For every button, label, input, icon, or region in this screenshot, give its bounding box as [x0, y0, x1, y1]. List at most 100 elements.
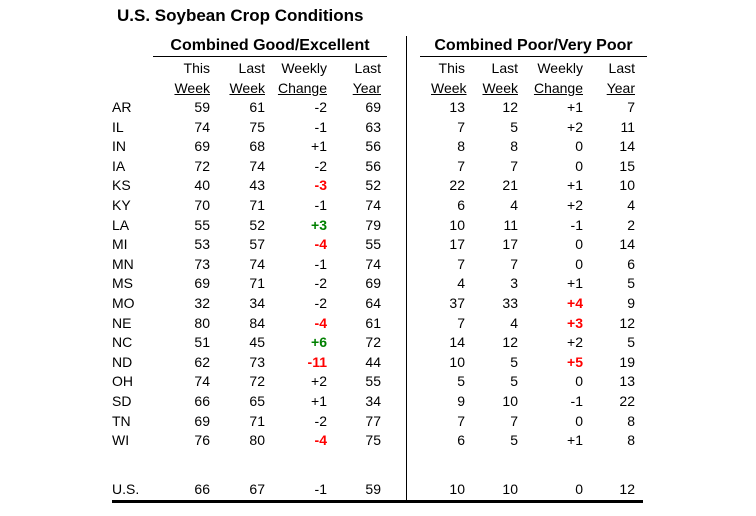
- pp-this-week-value: 10: [449, 216, 465, 233]
- ge-last-week-value: 71: [249, 275, 265, 292]
- pp-weekly-change-value: +4: [567, 294, 583, 311]
- pp-this-week-value: 10: [449, 480, 465, 497]
- pp-weekly-change-value: 0: [575, 412, 583, 429]
- pp-last-year-value: 13: [619, 373, 635, 390]
- pp-last-week-value: 5: [510, 373, 518, 390]
- pp-last-year-value: 5: [627, 275, 635, 292]
- pp-this-week-value: 7: [457, 255, 465, 272]
- section-header-poor-very-poor: Combined Poor/Very Poor: [420, 35, 647, 57]
- ge-this-week-value: 69: [194, 138, 210, 155]
- ge-last-week-value: 73: [249, 353, 265, 370]
- ge-col-header-weekly: Weekly: [281, 60, 327, 76]
- ge-weekly-change-value: +2: [311, 373, 327, 390]
- pp-last-year-value: 5: [627, 334, 635, 351]
- ge-col-header-this-week: Week: [174, 80, 210, 96]
- pp-this-week-value: 6: [457, 196, 465, 213]
- pp-last-week-value: 5: [510, 353, 518, 370]
- ge-last-week-value: 45: [249, 334, 265, 351]
- ge-last-week-value: 71: [249, 412, 265, 429]
- pp-weekly-change-value: +2: [567, 196, 583, 213]
- table-spacer-row: [112, 451, 635, 480]
- pp-this-week-value: 6: [457, 432, 465, 449]
- table-bottom-border: [112, 500, 643, 503]
- pp-last-year-value: 14: [619, 138, 635, 155]
- ge-weekly-change-value: -4: [314, 314, 327, 331]
- ge-last-week-value: 68: [249, 138, 265, 155]
- ge-weekly-change-value: -2: [314, 412, 327, 429]
- column-gap: [381, 235, 431, 255]
- pp-last-year-value: 12: [619, 480, 635, 497]
- pp-this-week-value: 7: [457, 412, 465, 429]
- ge-last-week-value: 65: [249, 392, 265, 409]
- pp-col-header-this-week: Week: [431, 80, 467, 96]
- pp-last-week-value: 10: [502, 392, 518, 409]
- state-label: NE: [112, 314, 132, 331]
- ge-weekly-change-value: -1: [314, 480, 327, 497]
- ge-this-week-value: 72: [194, 157, 210, 174]
- pp-last-week-value: 5: [510, 432, 518, 449]
- pp-this-week-value: 22: [449, 177, 465, 194]
- state-label: IL: [112, 118, 124, 135]
- ge-last-week-value: 72: [249, 373, 265, 390]
- ge-col-header-last: Last: [238, 60, 265, 76]
- ge-this-week-value: 62: [194, 353, 210, 370]
- ge-last-year-value: 79: [365, 216, 381, 233]
- pp-last-year-value: 12: [619, 314, 635, 331]
- pp-last-year-value: 15: [619, 157, 635, 174]
- ge-this-week-value: 66: [194, 480, 210, 497]
- pp-this-week-value: 9: [457, 392, 465, 409]
- corner-cell: [112, 58, 157, 78]
- section-divider-line: [406, 36, 407, 500]
- state-label: MI: [112, 236, 128, 253]
- ge-col-header-change: Change: [277, 80, 327, 96]
- pp-weekly-change-value: 0: [575, 480, 583, 497]
- state-label: ND: [112, 353, 133, 370]
- ge-this-week-value: 74: [194, 118, 210, 135]
- column-gap: [381, 353, 431, 373]
- column-gap: [381, 372, 431, 392]
- pp-last-week-value: 11: [503, 216, 518, 233]
- ge-this-week-value: 70: [194, 196, 210, 213]
- ge-col-header-last-week: Week: [229, 80, 265, 96]
- column-gap: [381, 392, 431, 412]
- ge-last-year-value: 55: [365, 236, 381, 253]
- pp-last-year-value: 2: [627, 216, 635, 233]
- state-label: KS: [112, 177, 131, 194]
- pp-weekly-change-value: +1: [567, 275, 583, 292]
- pp-last-week-value: 10: [502, 480, 518, 497]
- column-gap: [381, 176, 431, 196]
- pp-this-week-value: 4: [457, 275, 465, 292]
- ge-this-week-value: 66: [194, 392, 210, 409]
- ge-last-week-value: 74: [249, 157, 265, 174]
- pp-this-week-value: 7: [457, 157, 465, 174]
- pp-this-week-value: 7: [457, 314, 465, 331]
- pp-last-year-value: 9: [627, 294, 635, 311]
- ge-last-year-value: 63: [365, 118, 381, 135]
- pp-last-year-value: 11: [620, 118, 635, 135]
- pp-last-week-value: 3: [510, 275, 518, 292]
- ge-last-week-value: 75: [249, 118, 265, 135]
- ge-weekly-change-value: +1: [311, 138, 327, 155]
- ge-last-week-value: 71: [249, 196, 265, 213]
- ge-weekly-change-value: -2: [314, 294, 327, 311]
- ge-weekly-change-value: -4: [314, 432, 327, 449]
- ge-last-year-value: 56: [365, 138, 381, 155]
- column-gap: [381, 157, 431, 177]
- column-gap: [381, 480, 431, 500]
- section-header-good-excellent: Combined Good/Excellent: [153, 35, 387, 57]
- pp-weekly-change-value: +2: [567, 118, 583, 135]
- column-gap: [381, 137, 431, 157]
- ge-last-year-value: 55: [365, 373, 381, 390]
- ge-last-week-value: 67: [249, 480, 265, 497]
- pp-col-header-change: Change: [533, 80, 583, 96]
- column-gap: [381, 314, 431, 334]
- state-label: MO: [112, 294, 135, 311]
- column-gap: [381, 274, 431, 294]
- ge-weekly-change-value: +6: [311, 334, 327, 351]
- pp-weekly-change-value: +1: [567, 99, 583, 115]
- ge-last-year-value: 52: [365, 177, 381, 194]
- ge-last-week-value: 74: [249, 255, 265, 272]
- ge-weekly-change-value: -1: [314, 196, 327, 213]
- ge-this-week-value: 51: [194, 334, 210, 351]
- pp-last-year-value: 7: [627, 99, 635, 115]
